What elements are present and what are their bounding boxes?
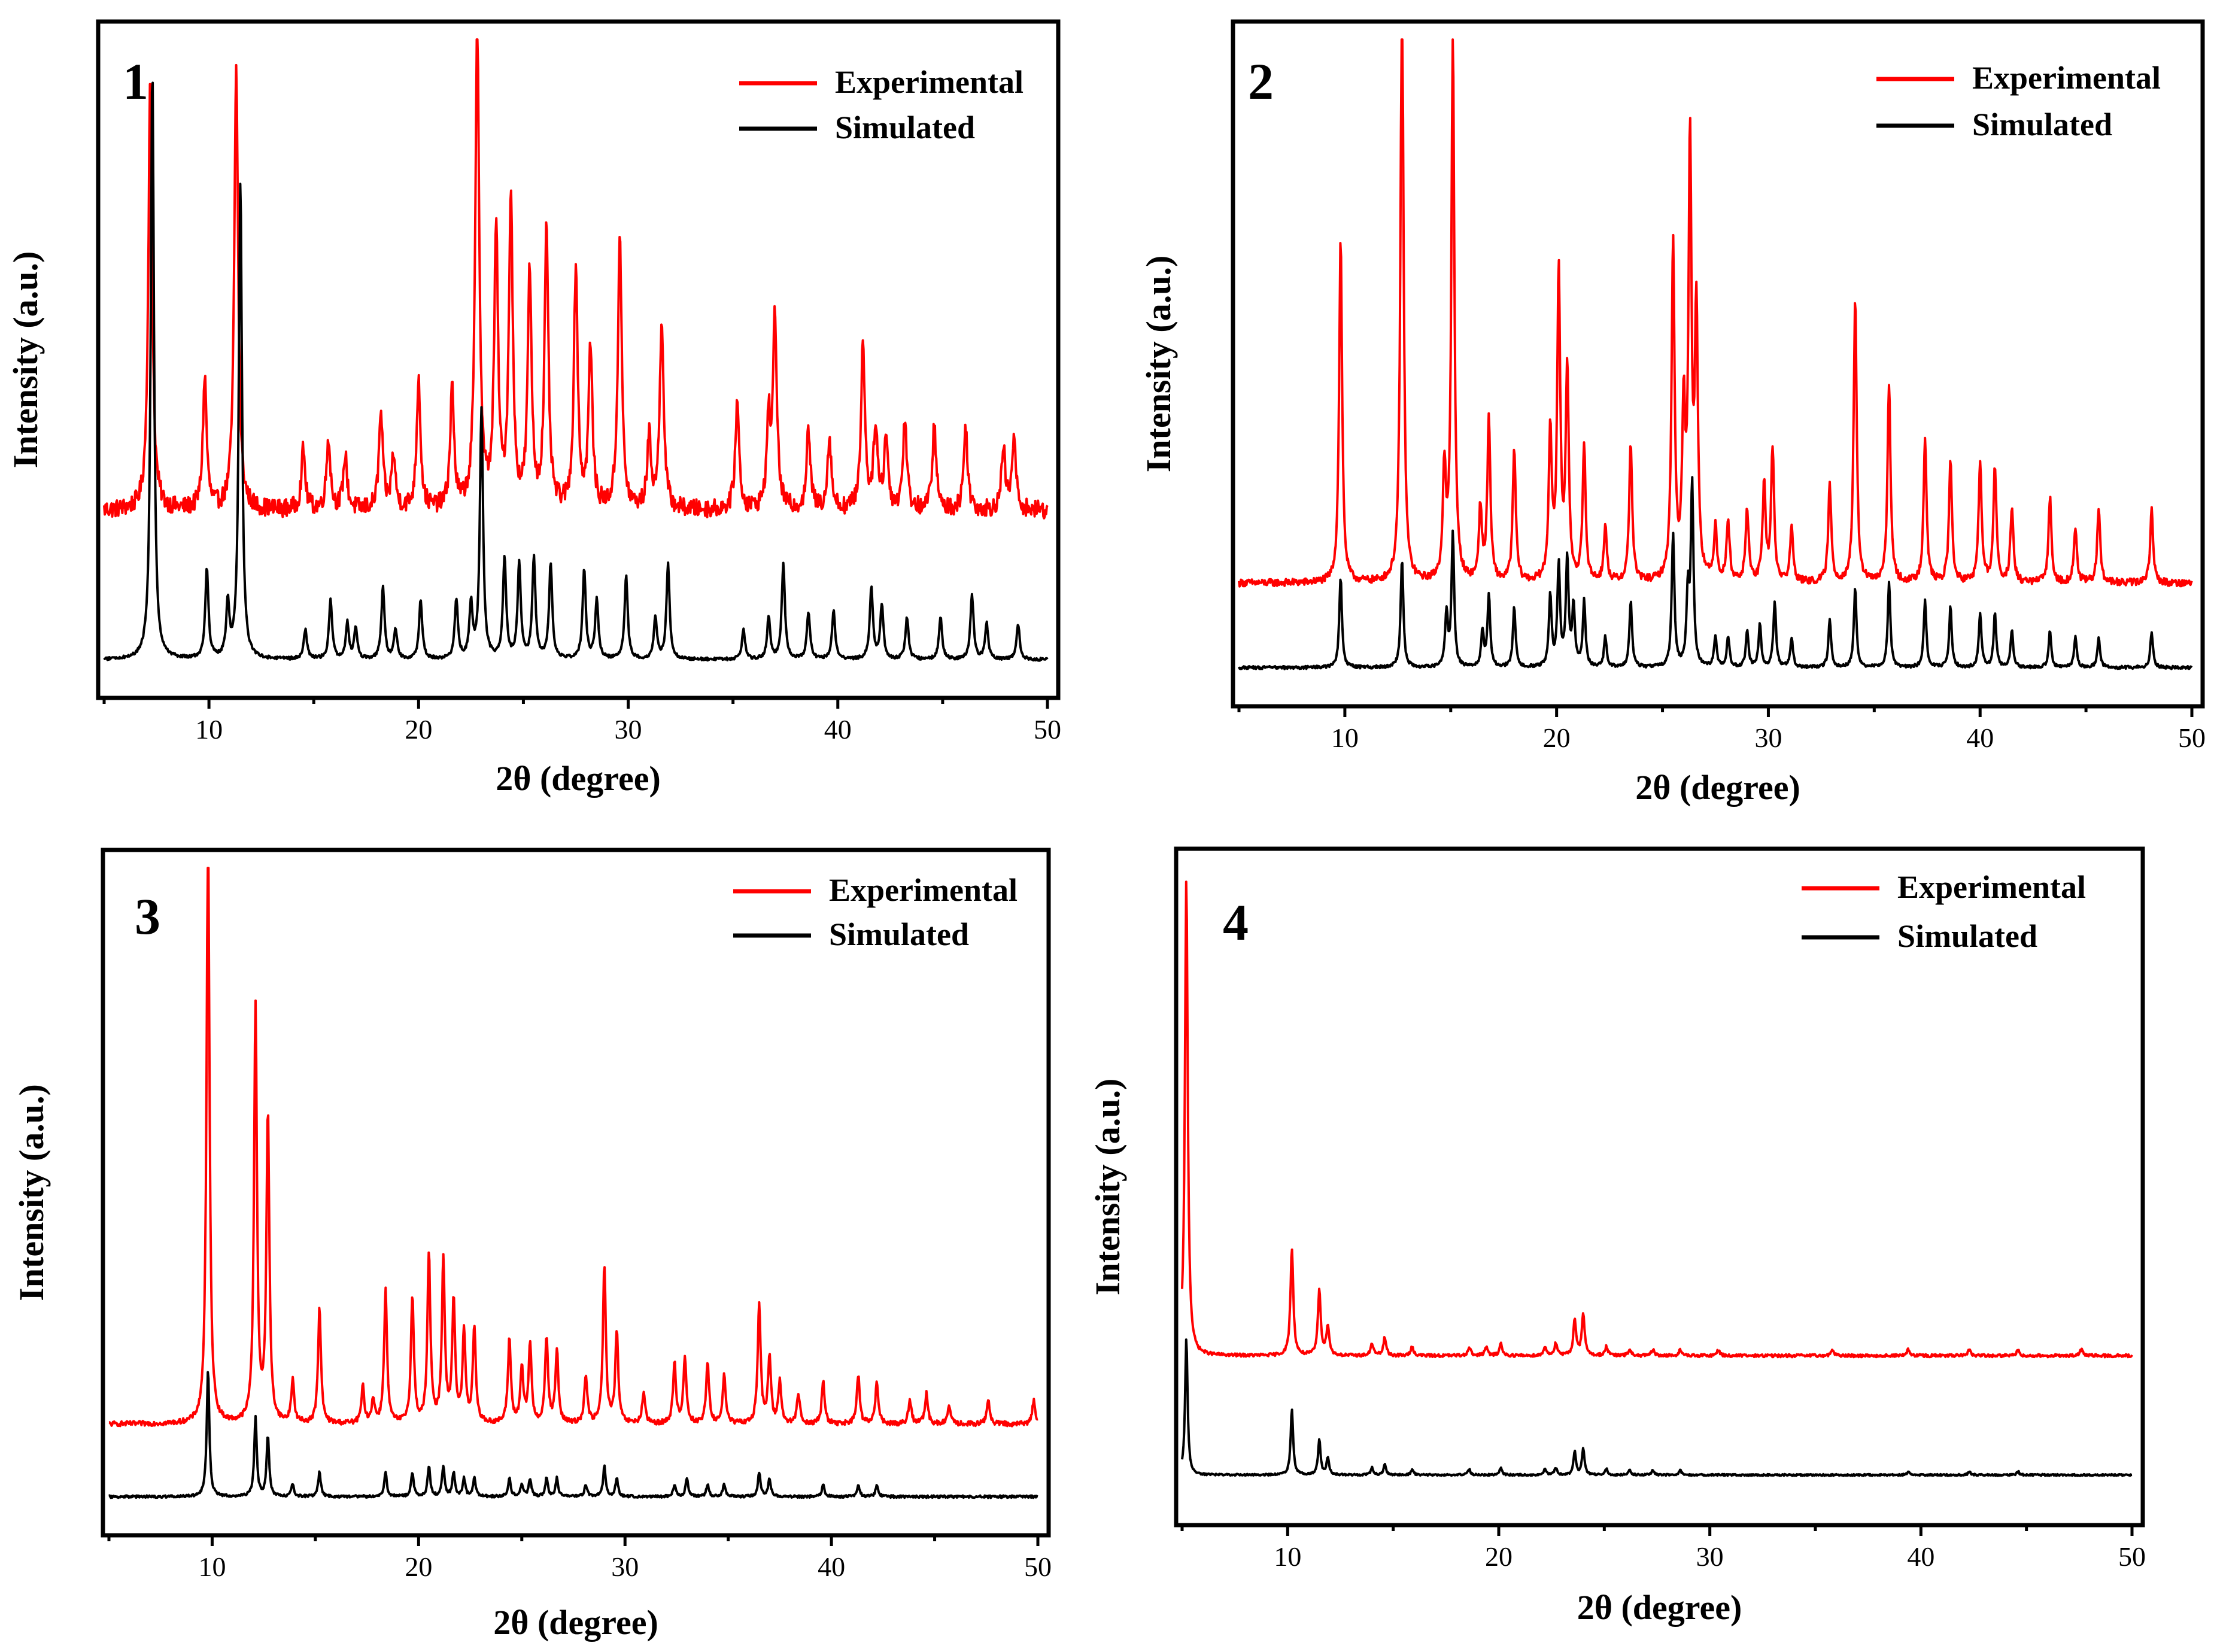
series-line-experimental-2 (1238, 38, 2193, 588)
legend: Experimental Simulated (1802, 869, 2086, 954)
series-line-simulated-3 (108, 1371, 1038, 1499)
series-line-experimental-3 (108, 867, 1038, 1428)
x-tick-label: 40 (818, 1551, 845, 1582)
series-line-simulated-2 (1238, 476, 2193, 670)
x-tick-label: 10 (1331, 722, 1359, 753)
series-line-experimental-4 (1181, 880, 2133, 1359)
x-tick-label: 20 (405, 1551, 432, 1582)
y-axis-title: Intensity (a.u.) (1139, 256, 1178, 473)
legend-label-simulated: Simulated (835, 110, 975, 145)
legend-label-simulated: Simulated (1897, 918, 2037, 954)
legend-label-simulated: Simulated (829, 916, 969, 952)
x-axis-title: 2θ (degree) (1577, 1588, 1742, 1627)
x-tick-label: 20 (1485, 1541, 1513, 1572)
x-tick-label: 50 (1024, 1551, 1052, 1582)
y-axis-title: Intensity (a.u.) (6, 251, 45, 469)
panel-label: 3 (135, 888, 160, 945)
x-axis-title: 2θ (degree) (496, 759, 661, 798)
series-line-simulated-4 (1181, 1338, 2133, 1477)
legend-label-experimental: Experimental (1897, 869, 2086, 905)
panel-label: 1 (123, 53, 148, 110)
legend: Experimental Simulated (1876, 60, 2161, 142)
y-axis-title: Intensity (a.u.) (1088, 1079, 1127, 1296)
x-tick-label: 30 (611, 1551, 639, 1582)
x-tick-label: 30 (1754, 722, 1782, 753)
x-tick-label: 20 (405, 714, 432, 745)
legend: Experimental Simulated (733, 872, 1018, 952)
x-tick-label: 30 (1696, 1541, 1724, 1572)
x-axis-title: 2θ (degree) (493, 1603, 658, 1642)
x-tick-label: 40 (824, 714, 852, 745)
panel-label: 4 (1223, 894, 1249, 951)
x-tick-label: 10 (1274, 1541, 1301, 1572)
legend: Experimental Simulated (739, 64, 1024, 145)
plot-frame (101, 848, 1051, 1538)
y-axis-title: Intensity (a.u.) (12, 1084, 51, 1301)
x-tick-label: 10 (195, 714, 223, 745)
legend-label-experimental: Experimental (835, 64, 1024, 100)
x-tick-label: 30 (615, 714, 642, 745)
x-axis-title: 2θ (degree) (1635, 768, 1800, 807)
panel-label: 2 (1248, 53, 1274, 110)
legend-label-simulated: Simulated (1972, 107, 2112, 142)
x-tick-label: 50 (2178, 722, 2206, 753)
plot-frame (1231, 19, 2205, 709)
plot-frame (96, 19, 1061, 700)
x-tick-label: 40 (1966, 722, 1994, 753)
x-tick-label: 50 (2118, 1541, 2146, 1572)
x-tick-label: 10 (198, 1551, 226, 1582)
chart-panel-4: 10 20 30 40 50 2θ (degree) Intensity (a.u.) 4 Ex… (1088, 846, 2146, 1627)
series-line-simulated-1 (103, 81, 1049, 662)
chart-panel-1: 10 20 30 40 50 2θ (degree) Intensity (a.u.) 1 Ex… (6, 19, 1061, 798)
plot-frame (1174, 846, 2145, 1528)
legend-label-experimental: Experimental (1972, 60, 2161, 96)
legend-label-experimental: Experimental (829, 872, 1018, 908)
x-tick-label: 40 (1907, 1541, 1934, 1572)
series-line-experimental-1 (103, 38, 1049, 520)
x-tick-label: 20 (1543, 722, 1571, 753)
chart-panel-2: 10 20 30 40 50 2θ (degree) Intensity (a.u.) 2 Ex… (1139, 19, 2206, 807)
x-tick-label: 50 (1034, 714, 1061, 745)
chart-panel-3: 10 20 30 40 50 2θ (degree) Intensity (a.u.) 3 Ex… (12, 848, 1052, 1642)
